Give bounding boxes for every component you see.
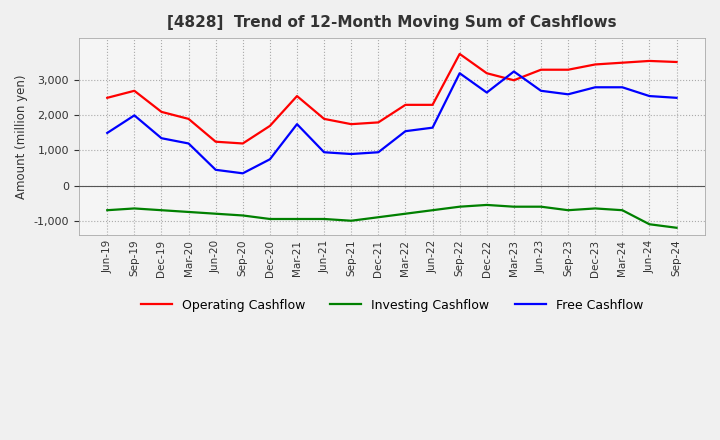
Free Cashflow xyxy=(374,150,382,155)
Investing Cashflow xyxy=(130,206,139,211)
Investing Cashflow xyxy=(103,208,112,213)
Free Cashflow xyxy=(645,93,654,99)
Line: Investing Cashflow: Investing Cashflow xyxy=(107,205,677,228)
Title: [4828]  Trend of 12-Month Moving Sum of Cashflows: [4828] Trend of 12-Month Moving Sum of C… xyxy=(167,15,617,30)
Investing Cashflow xyxy=(672,225,681,231)
Operating Cashflow xyxy=(645,58,654,63)
Free Cashflow xyxy=(428,125,437,130)
Operating Cashflow xyxy=(455,51,464,57)
Operating Cashflow xyxy=(401,102,410,107)
Operating Cashflow xyxy=(482,70,491,76)
Operating Cashflow xyxy=(266,123,274,128)
Operating Cashflow xyxy=(374,120,382,125)
Investing Cashflow xyxy=(401,211,410,216)
Free Cashflow xyxy=(591,84,600,90)
Free Cashflow xyxy=(510,69,518,74)
Investing Cashflow xyxy=(510,204,518,209)
Operating Cashflow xyxy=(591,62,600,67)
Legend: Operating Cashflow, Investing Cashflow, Free Cashflow: Operating Cashflow, Investing Cashflow, … xyxy=(135,294,648,317)
Investing Cashflow xyxy=(591,206,600,211)
Free Cashflow xyxy=(157,136,166,141)
Investing Cashflow xyxy=(347,218,356,224)
Operating Cashflow xyxy=(536,67,545,72)
Free Cashflow xyxy=(455,70,464,76)
Line: Free Cashflow: Free Cashflow xyxy=(107,71,677,173)
Operating Cashflow xyxy=(564,67,572,72)
Investing Cashflow xyxy=(157,208,166,213)
Operating Cashflow xyxy=(184,116,193,121)
Operating Cashflow xyxy=(157,109,166,114)
Operating Cashflow xyxy=(428,102,437,107)
Free Cashflow xyxy=(184,141,193,146)
Free Cashflow xyxy=(482,90,491,95)
Free Cashflow xyxy=(347,151,356,157)
Operating Cashflow xyxy=(238,141,247,146)
Free Cashflow xyxy=(401,128,410,134)
Free Cashflow xyxy=(618,84,626,90)
Operating Cashflow xyxy=(293,93,302,99)
Investing Cashflow xyxy=(238,213,247,218)
Operating Cashflow xyxy=(347,121,356,127)
Investing Cashflow xyxy=(564,208,572,213)
Free Cashflow xyxy=(320,150,328,155)
Free Cashflow xyxy=(212,167,220,172)
Free Cashflow xyxy=(266,157,274,162)
Operating Cashflow xyxy=(510,77,518,83)
Free Cashflow xyxy=(564,92,572,97)
Operating Cashflow xyxy=(130,88,139,93)
Investing Cashflow xyxy=(266,216,274,222)
Operating Cashflow xyxy=(320,116,328,121)
Investing Cashflow xyxy=(293,216,302,222)
Investing Cashflow xyxy=(184,209,193,215)
Investing Cashflow xyxy=(645,222,654,227)
Investing Cashflow xyxy=(482,202,491,208)
Free Cashflow xyxy=(293,121,302,127)
Investing Cashflow xyxy=(428,208,437,213)
Free Cashflow xyxy=(672,95,681,100)
Free Cashflow xyxy=(536,88,545,93)
Investing Cashflow xyxy=(212,211,220,216)
Operating Cashflow xyxy=(103,95,112,100)
Free Cashflow xyxy=(238,171,247,176)
Investing Cashflow xyxy=(374,215,382,220)
Operating Cashflow xyxy=(618,60,626,65)
Free Cashflow xyxy=(130,113,139,118)
Y-axis label: Amount (million yen): Amount (million yen) xyxy=(15,74,28,199)
Investing Cashflow xyxy=(536,204,545,209)
Operating Cashflow xyxy=(672,59,681,65)
Free Cashflow xyxy=(103,130,112,136)
Investing Cashflow xyxy=(455,204,464,209)
Operating Cashflow xyxy=(212,139,220,144)
Investing Cashflow xyxy=(320,216,328,222)
Line: Operating Cashflow: Operating Cashflow xyxy=(107,54,677,143)
Investing Cashflow xyxy=(618,208,626,213)
